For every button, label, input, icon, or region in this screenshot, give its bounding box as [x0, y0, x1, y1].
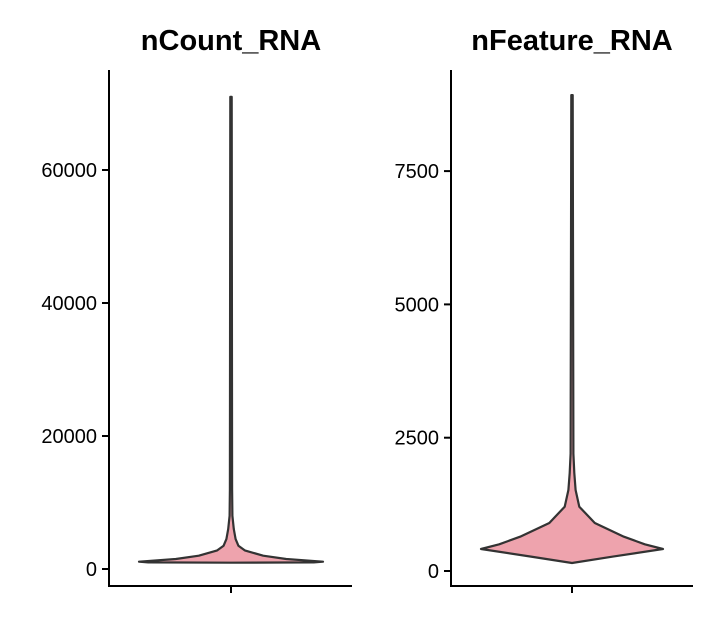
panel-ncount-rna: nCount_RNA 0 20000 40000 60000 [41, 25, 352, 593]
y-tick-label: 7500 [395, 161, 440, 183]
y-tick-label: 2500 [395, 428, 440, 450]
panel-title: nFeature_RNA [471, 25, 672, 57]
panel-nfeature-rna: nFeature_RNA 0 2500 5000 7500 [395, 25, 693, 593]
y-tick-label: 0 [86, 559, 97, 581]
panel-title: nCount_RNA [141, 25, 321, 57]
y-tick-label: 20000 [41, 426, 97, 448]
violin-shape [479, 94, 665, 565]
y-tick-label: 5000 [395, 294, 440, 316]
y-tick-label: 60000 [41, 160, 97, 182]
violin-shape [137, 95, 325, 564]
y-tick-label: 40000 [41, 293, 97, 315]
y-tick-label: 0 [428, 561, 439, 583]
